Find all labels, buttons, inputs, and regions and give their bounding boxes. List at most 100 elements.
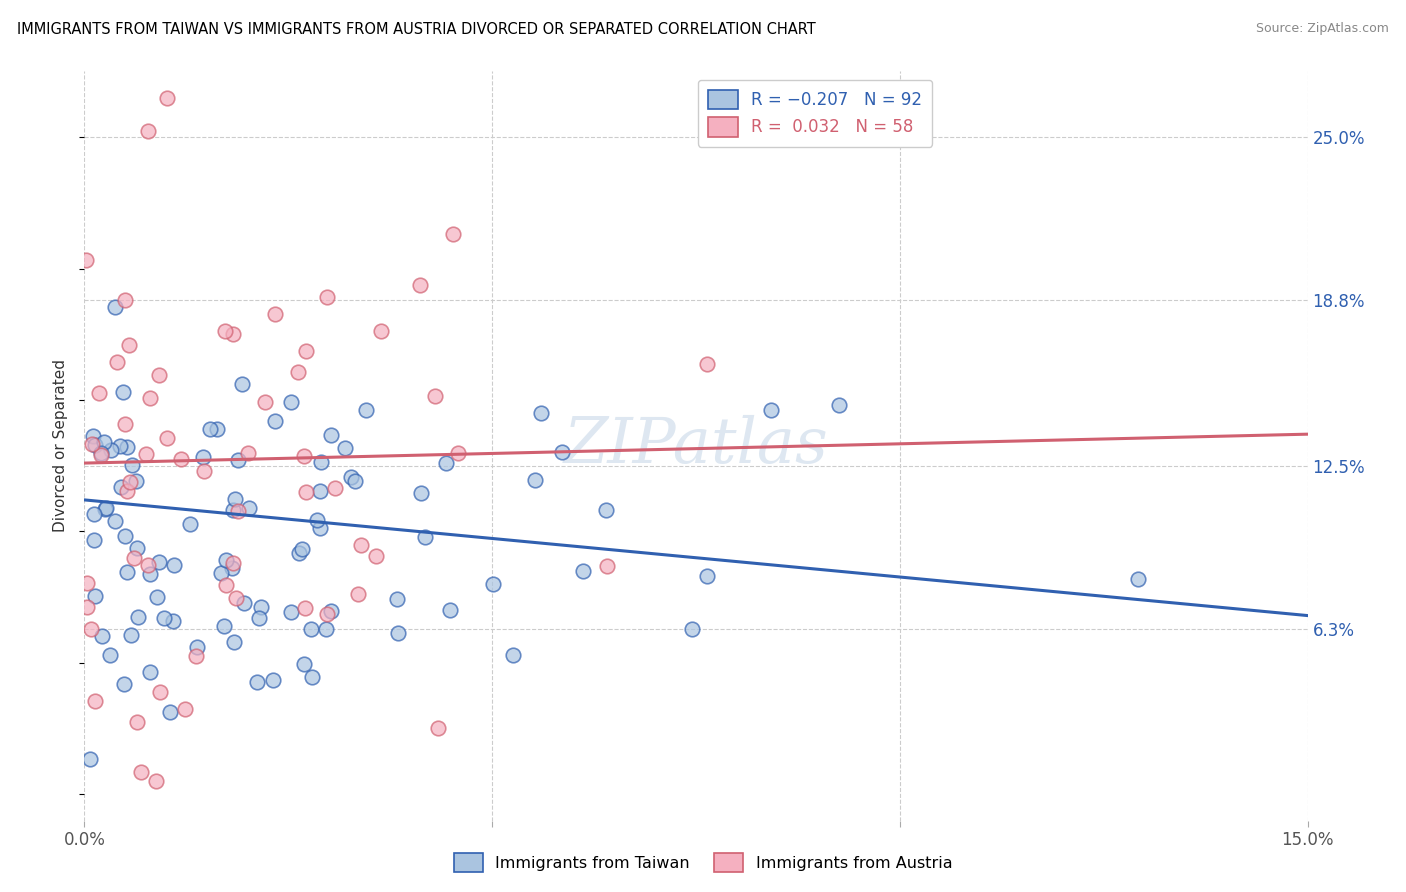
- Point: [222, 556, 245, 570]
- Point: [315, 607, 337, 621]
- Point: [309, 521, 332, 535]
- Point: [104, 514, 127, 528]
- Point: [295, 344, 318, 359]
- Point: [100, 442, 122, 457]
- Point: [226, 453, 249, 467]
- Point: [87, 385, 110, 400]
- Point: [311, 455, 333, 469]
- Point: [179, 516, 201, 531]
- Point: [115, 566, 138, 580]
- Point: [127, 609, 149, 624]
- Point: [221, 327, 243, 342]
- Point: [79, 752, 101, 766]
- Point: [193, 450, 215, 465]
- Point: [139, 566, 162, 581]
- Point: [264, 414, 287, 428]
- Point: [387, 625, 409, 640]
- Point: [264, 307, 287, 321]
- Point: [292, 657, 315, 671]
- Point: [104, 300, 127, 314]
- Point: [105, 355, 128, 369]
- Point: [75, 252, 97, 267]
- Text: ZIPatlas: ZIPatlas: [564, 415, 828, 477]
- Point: [215, 577, 238, 591]
- Point: [571, 565, 593, 579]
- Point: [136, 558, 159, 573]
- Point: [90, 448, 112, 462]
- Point: [110, 479, 132, 493]
- Point: [138, 391, 160, 405]
- Point: [409, 486, 432, 500]
- Point: [174, 702, 197, 716]
- Point: [238, 446, 260, 460]
- Point: [232, 596, 254, 610]
- Point: [122, 550, 145, 565]
- Point: [319, 428, 342, 442]
- Point: [96, 501, 118, 516]
- Point: [84, 438, 107, 452]
- Point: [339, 469, 361, 483]
- Point: [193, 464, 215, 478]
- Point: [145, 774, 167, 789]
- Legend: Immigrants from Taiwan, Immigrants from Austria: Immigrants from Taiwan, Immigrants from …: [446, 845, 960, 880]
- Point: [294, 601, 316, 615]
- Point: [200, 421, 222, 435]
- Point: [84, 589, 107, 603]
- Point: [117, 483, 139, 498]
- Point: [156, 90, 179, 104]
- Point: [214, 618, 236, 632]
- Point: [828, 398, 851, 412]
- Point: [148, 368, 170, 383]
- Point: [76, 599, 98, 614]
- Point: [221, 561, 243, 575]
- Point: [343, 475, 366, 489]
- Point: [83, 507, 105, 521]
- Point: [595, 503, 617, 517]
- Point: [225, 591, 247, 605]
- Point: [409, 277, 432, 292]
- Point: [415, 530, 437, 544]
- Point: [280, 394, 302, 409]
- Point: [439, 603, 461, 617]
- Point: [117, 337, 139, 351]
- Point: [295, 485, 318, 500]
- Point: [153, 611, 176, 625]
- Point: [530, 406, 553, 420]
- Point: [149, 684, 172, 698]
- Text: IMMIGRANTS FROM TAIWAN VS IMMIGRANTS FROM AUSTRIA DIVORCED OR SEPARATED CORRELAT: IMMIGRANTS FROM TAIWAN VS IMMIGRANTS FRO…: [17, 22, 815, 37]
- Point: [184, 648, 207, 663]
- Point: [228, 504, 250, 518]
- Point: [163, 558, 186, 573]
- Point: [681, 623, 703, 637]
- Point: [551, 445, 574, 459]
- Point: [231, 376, 253, 391]
- Point: [111, 385, 134, 400]
- Point: [112, 677, 135, 691]
- Point: [1128, 572, 1150, 586]
- Point: [79, 622, 101, 636]
- Point: [299, 622, 322, 636]
- Point: [224, 635, 246, 649]
- Point: [131, 765, 153, 780]
- Point: [139, 665, 162, 679]
- Point: [354, 403, 377, 417]
- Point: [323, 481, 346, 495]
- Point: [222, 503, 245, 517]
- Point: [696, 568, 718, 582]
- Point: [292, 449, 315, 463]
- Point: [117, 440, 139, 454]
- Point: [120, 628, 142, 642]
- Point: [253, 395, 276, 409]
- Point: [524, 474, 547, 488]
- Point: [315, 289, 337, 303]
- Point: [387, 591, 409, 606]
- Y-axis label: Divorced or Separated: Divorced or Separated: [53, 359, 69, 533]
- Point: [426, 722, 449, 736]
- Point: [481, 577, 503, 591]
- Point: [301, 670, 323, 684]
- Point: [186, 640, 208, 655]
- Point: [94, 502, 117, 516]
- Point: [246, 674, 269, 689]
- Point: [170, 452, 193, 467]
- Point: [224, 492, 246, 507]
